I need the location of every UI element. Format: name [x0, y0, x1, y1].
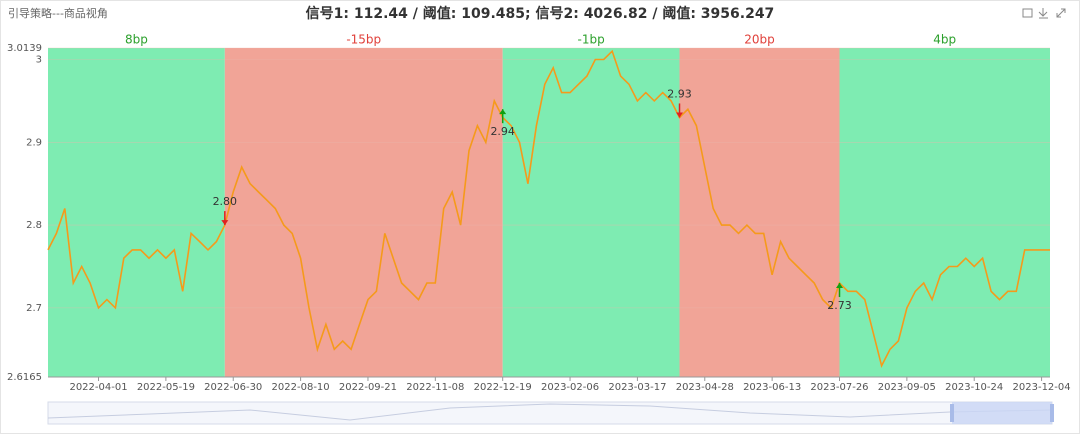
toolbox[interactable]: [1022, 8, 1066, 19]
x-tick-label: 2022-09-21: [339, 382, 397, 393]
x-tick-label: 2023-09-05: [878, 382, 936, 393]
x-tick-label: 2023-03-17: [608, 382, 666, 393]
zoom-slider[interactable]: [47, 401, 1054, 425]
x-tick-label: 2023-02-06: [541, 382, 599, 393]
region-label: -15bp: [346, 33, 381, 47]
chart-title: 信号1: 112.44 / 阈值: 109.485; 信号2: 4026.82 …: [306, 5, 775, 22]
y-tick-label: 3: [36, 55, 42, 66]
x-tick-label: 2023-04-28: [676, 382, 734, 393]
signal-marker: 2.80: [213, 195, 238, 226]
signal-marker: 2.73: [827, 283, 852, 312]
slider-track: [47, 401, 1053, 425]
region-label: 4bp: [933, 33, 956, 47]
region-label: 8bp: [125, 33, 148, 47]
region-label: -1bp: [577, 33, 604, 47]
region: [502, 48, 680, 377]
x-tick-label: 2023-12-04: [1013, 382, 1071, 393]
region: [679, 48, 840, 377]
tool-image[interactable]: [1022, 8, 1033, 18]
slider-handle[interactable]: [1050, 404, 1054, 422]
app-label: 引导策略---商品视角: [8, 6, 108, 20]
y-tick-label: 2.6165: [7, 372, 42, 383]
region: [839, 48, 1050, 377]
y-tick-label: 2.9: [26, 137, 42, 148]
signal-marker: 2.94: [490, 109, 515, 138]
tool-download[interactable]: [1038, 8, 1048, 19]
region-label: 20bp: [744, 33, 775, 47]
x-tick-label: 2022-12-19: [474, 382, 532, 393]
region: [48, 48, 225, 377]
x-tick-label: 2022-04-01: [69, 382, 127, 393]
marker-head: [221, 220, 229, 226]
marker-head: [835, 283, 843, 289]
series-line: [47, 49, 1050, 369]
x-tick-label: 2022-08-10: [272, 382, 330, 393]
x-tick-label: 2023-10-24: [945, 382, 1003, 393]
y-tick-label: 3.0139: [7, 43, 42, 54]
marker-label: 2.73: [827, 299, 852, 312]
slider-preview: [47, 403, 1053, 421]
x-tick-label: 2022-11-08: [406, 382, 464, 393]
x-tick-label: 2023-07-26: [810, 382, 868, 393]
x-tick-label: 2022-05-19: [137, 382, 195, 393]
tool-zoom[interactable]: [1056, 8, 1066, 18]
marker-label: 2.80: [213, 195, 238, 208]
marker-label: 2.94: [490, 125, 515, 138]
marker-label: 2.93: [667, 87, 692, 100]
region: [224, 48, 503, 377]
y-tick-label: 2.7: [26, 303, 42, 314]
x-tick-label: 2023-06-13: [743, 382, 801, 393]
y-tick-label: 2.8: [26, 220, 42, 231]
slider-window[interactable]: [952, 402, 1052, 424]
signal-marker: 2.93: [667, 87, 692, 118]
x-tick-label: 2022-06-30: [204, 382, 262, 393]
marker-head: [499, 109, 507, 115]
marker-head: [676, 112, 684, 118]
slider-handle[interactable]: [950, 404, 954, 422]
